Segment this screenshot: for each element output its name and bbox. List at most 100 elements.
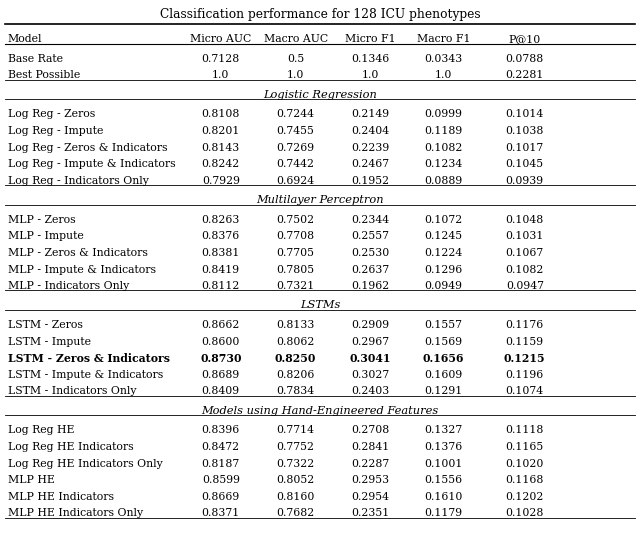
Text: 0.8242: 0.8242: [202, 159, 240, 169]
Text: 0.2467: 0.2467: [351, 159, 389, 169]
Text: P@10: P@10: [509, 34, 541, 44]
Text: 0.1196: 0.1196: [506, 370, 544, 380]
Text: Macro F1: Macro F1: [417, 34, 470, 44]
Text: 0.1215: 0.1215: [504, 353, 546, 364]
Text: Micro F1: Micro F1: [344, 34, 396, 44]
Text: 0.6924: 0.6924: [276, 176, 315, 186]
Text: MLP HE Indicators Only: MLP HE Indicators Only: [8, 508, 143, 518]
Text: 0.8062: 0.8062: [276, 337, 315, 347]
Text: 0.1074: 0.1074: [506, 386, 544, 396]
Text: 0.1118: 0.1118: [506, 425, 544, 435]
Text: 0.1557: 0.1557: [424, 320, 463, 330]
Text: 0.8662: 0.8662: [202, 320, 240, 330]
Text: Log Reg HE Indicators: Log Reg HE Indicators: [8, 442, 133, 452]
Text: 0.7929: 0.7929: [202, 176, 240, 186]
Text: 0.8419: 0.8419: [202, 264, 240, 274]
Text: 0.2967: 0.2967: [351, 337, 389, 347]
Text: Multilayer Perceptron: Multilayer Perceptron: [256, 195, 384, 205]
Text: 0.0949: 0.0949: [424, 281, 463, 291]
Text: 0.2344: 0.2344: [351, 215, 389, 225]
Text: 0.8669: 0.8669: [202, 492, 240, 502]
Text: 0.2149: 0.2149: [351, 110, 389, 119]
Text: Log Reg - Zeros: Log Reg - Zeros: [8, 110, 95, 119]
Text: 0.1569: 0.1569: [424, 337, 463, 347]
Text: Models using Hand-Engineered Features: Models using Hand-Engineered Features: [202, 406, 438, 416]
Text: 0.8108: 0.8108: [202, 110, 240, 119]
Text: 0.1048: 0.1048: [506, 215, 544, 225]
Text: 0.2708: 0.2708: [351, 425, 389, 435]
Text: Log Reg - Impute & Indicators: Log Reg - Impute & Indicators: [8, 159, 175, 169]
Text: Log Reg - Zeros & Indicators: Log Reg - Zeros & Indicators: [8, 143, 167, 152]
Text: 0.8206: 0.8206: [276, 370, 315, 380]
Text: 1.0: 1.0: [287, 71, 305, 80]
Text: 0.7502: 0.7502: [276, 215, 315, 225]
Text: 0.1038: 0.1038: [506, 126, 544, 136]
Text: 1.0: 1.0: [361, 71, 379, 80]
Text: LSTM - Impute & Indicators: LSTM - Impute & Indicators: [8, 370, 163, 380]
Text: 0.8730: 0.8730: [200, 353, 241, 364]
Text: 0.7714: 0.7714: [276, 425, 315, 435]
Text: 0.8133: 0.8133: [276, 320, 315, 330]
Text: 0.2351: 0.2351: [351, 508, 389, 518]
Text: 0.7244: 0.7244: [276, 110, 315, 119]
Text: 0.1952: 0.1952: [351, 176, 389, 186]
Text: 0.1245: 0.1245: [424, 231, 463, 241]
Text: 0.8381: 0.8381: [202, 248, 240, 258]
Text: 0.7752: 0.7752: [276, 442, 315, 452]
Text: 0.1165: 0.1165: [506, 442, 544, 452]
Text: 0.2281: 0.2281: [506, 71, 544, 80]
Text: 0.2637: 0.2637: [351, 264, 389, 274]
Text: 0.0947: 0.0947: [506, 281, 544, 291]
Text: 1.0: 1.0: [435, 71, 452, 80]
Text: 0.7455: 0.7455: [276, 126, 315, 136]
Text: Log Reg HE Indicators Only: Log Reg HE Indicators Only: [8, 458, 163, 469]
Text: 0.1045: 0.1045: [506, 159, 544, 169]
Text: 0.8396: 0.8396: [202, 425, 240, 435]
Text: 0.5: 0.5: [287, 54, 304, 64]
Text: LSTM - Zeros & Indicators: LSTM - Zeros & Indicators: [8, 353, 170, 364]
Text: 0.8250: 0.8250: [275, 353, 316, 364]
Text: 0.1189: 0.1189: [424, 126, 463, 136]
Text: 0.2953: 0.2953: [351, 475, 389, 485]
Text: 0.1656: 0.1656: [423, 353, 464, 364]
Text: 0.1159: 0.1159: [506, 337, 544, 347]
Text: LSTM - Indicators Only: LSTM - Indicators Only: [8, 386, 136, 396]
Text: 0.7321: 0.7321: [276, 281, 315, 291]
Text: 0.0999: 0.0999: [424, 110, 463, 119]
Text: Base Rate: Base Rate: [8, 54, 63, 64]
Text: MLP - Impute & Indicators: MLP - Impute & Indicators: [8, 264, 156, 274]
Text: 0.2841: 0.2841: [351, 442, 389, 452]
Text: 0.8143: 0.8143: [202, 143, 240, 152]
Text: 1.0: 1.0: [212, 71, 230, 80]
Text: MLP - Zeros: MLP - Zeros: [8, 215, 76, 225]
Text: 0.7269: 0.7269: [276, 143, 315, 152]
Text: 0.3027: 0.3027: [351, 370, 389, 380]
Text: 0.0939: 0.0939: [506, 176, 544, 186]
Text: 0.1346: 0.1346: [351, 54, 389, 64]
Text: 0.7834: 0.7834: [276, 386, 315, 396]
Text: 0.8599: 0.8599: [202, 475, 240, 485]
Text: 0.1168: 0.1168: [506, 475, 544, 485]
Text: 0.7128: 0.7128: [202, 54, 240, 64]
Text: MLP - Zeros & Indicators: MLP - Zeros & Indicators: [8, 248, 148, 258]
Text: MLP - Indicators Only: MLP - Indicators Only: [8, 281, 129, 291]
Text: 0.1176: 0.1176: [506, 320, 544, 330]
Text: 0.8376: 0.8376: [202, 231, 240, 241]
Text: 0.1376: 0.1376: [424, 442, 463, 452]
Text: 0.1327: 0.1327: [424, 425, 463, 435]
Text: 0.8187: 0.8187: [202, 458, 240, 469]
Text: 0.1291: 0.1291: [424, 386, 463, 396]
Text: 0.7705: 0.7705: [276, 248, 315, 258]
Text: Best Possible: Best Possible: [8, 71, 80, 80]
Text: 0.1224: 0.1224: [424, 248, 463, 258]
Text: 0.7708: 0.7708: [276, 231, 315, 241]
Text: 0.8409: 0.8409: [202, 386, 240, 396]
Text: 0.2239: 0.2239: [351, 143, 389, 152]
Text: Macro AUC: Macro AUC: [264, 34, 328, 44]
Text: 0.0343: 0.0343: [424, 54, 463, 64]
Text: 0.1179: 0.1179: [424, 508, 463, 518]
Text: 0.8160: 0.8160: [276, 492, 315, 502]
Text: 0.1202: 0.1202: [506, 492, 544, 502]
Text: 0.1082: 0.1082: [424, 143, 463, 152]
Text: 0.8600: 0.8600: [202, 337, 240, 347]
